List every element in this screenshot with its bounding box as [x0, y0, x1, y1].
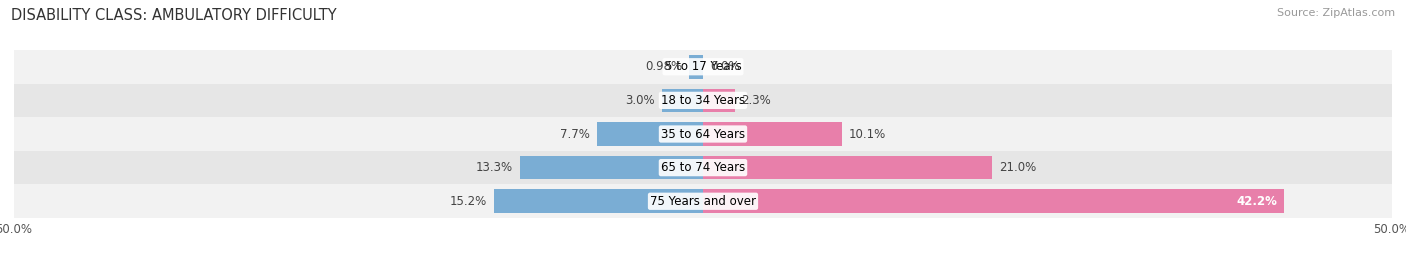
Text: Source: ZipAtlas.com: Source: ZipAtlas.com — [1277, 8, 1395, 18]
Text: 0.98%: 0.98% — [645, 60, 682, 73]
Bar — [703, 89, 735, 112]
Bar — [662, 89, 703, 112]
Bar — [14, 84, 1392, 117]
Bar — [14, 184, 1392, 218]
Bar — [520, 156, 703, 179]
Bar — [14, 151, 1392, 184]
Text: 0.0%: 0.0% — [710, 60, 740, 73]
Text: 21.0%: 21.0% — [1000, 161, 1036, 174]
Text: 35 to 64 Years: 35 to 64 Years — [661, 128, 745, 140]
Text: DISABILITY CLASS: AMBULATORY DIFFICULTY: DISABILITY CLASS: AMBULATORY DIFFICULTY — [11, 8, 337, 23]
Text: 10.1%: 10.1% — [849, 128, 886, 140]
Bar — [14, 117, 1392, 151]
Bar — [598, 122, 703, 146]
Bar — [703, 156, 993, 179]
Bar — [703, 189, 1285, 213]
Bar — [703, 122, 842, 146]
Bar — [14, 50, 1392, 84]
Text: 5 to 17 Years: 5 to 17 Years — [665, 60, 741, 73]
Text: 15.2%: 15.2% — [450, 195, 486, 208]
Text: 18 to 34 Years: 18 to 34 Years — [661, 94, 745, 107]
Text: 2.3%: 2.3% — [741, 94, 772, 107]
Text: 75 Years and over: 75 Years and over — [650, 195, 756, 208]
Text: 42.2%: 42.2% — [1237, 195, 1278, 208]
Text: 65 to 74 Years: 65 to 74 Years — [661, 161, 745, 174]
Bar — [689, 55, 703, 79]
Text: 7.7%: 7.7% — [560, 128, 591, 140]
Text: 13.3%: 13.3% — [475, 161, 513, 174]
Text: 3.0%: 3.0% — [626, 94, 655, 107]
Bar — [494, 189, 703, 213]
